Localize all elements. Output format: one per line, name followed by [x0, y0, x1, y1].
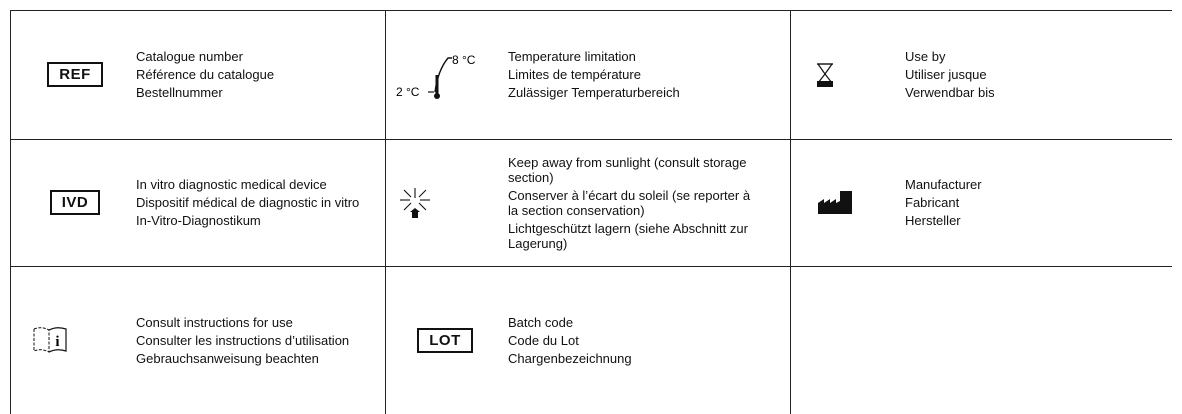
- text: Keep away from sunlight (consult storage…: [508, 139, 763, 266]
- line: Fabricant: [905, 195, 960, 210]
- manufacturer-icon: [818, 190, 852, 214]
- thermometer-icon: 2 °C 8 °C: [396, 53, 476, 99]
- lot-symbol: LOT: [417, 327, 473, 353]
- icon: [385, 139, 445, 266]
- line: Conserver à l’écart du soleil (se report…: [508, 187, 751, 218]
- line: Use by: [905, 49, 946, 64]
- text: Consult instructions for use Consulter l…: [136, 266, 376, 414]
- text: In vitro diagnostic medical device Dispo…: [136, 139, 376, 266]
- line: In vitro diagnostic medical device: [136, 177, 327, 192]
- line: Catalogue number: [136, 49, 243, 64]
- icon: LOT: [390, 266, 500, 414]
- line: Hersteller: [905, 213, 961, 228]
- svg-text:i: i: [55, 334, 59, 350]
- icon: i: [10, 266, 90, 414]
- line: Lichtgeschützt lagern (siehe Abschnitt z…: [508, 220, 748, 251]
- icon: 2 °C 8 °C: [390, 10, 500, 139]
- line: In-Vitro-Diagnostikum: [136, 213, 261, 228]
- line: Référence du catalogue: [136, 67, 275, 82]
- rule: [10, 10, 1172, 11]
- text: Manufacturer Fabricant Hersteller: [905, 139, 1165, 266]
- sunlight-icon: [400, 187, 430, 218]
- line: Limites de température: [508, 67, 641, 82]
- line: Verwendbar bis: [905, 85, 995, 100]
- line: Temperature limitation: [508, 49, 636, 64]
- line: Code du Lot: [508, 332, 579, 348]
- line: Consult instructions for use: [136, 314, 293, 330]
- line: Consulter les instructions d’utilisation: [136, 332, 350, 348]
- icon: IVD: [20, 139, 130, 266]
- line: Manufacturer: [905, 177, 982, 192]
- temp-low: 2 °C: [396, 85, 420, 99]
- line: Keep away from sunlight (consult storage…: [508, 154, 747, 185]
- icon: REF: [20, 10, 130, 139]
- icon: [795, 10, 855, 139]
- ref-symbol: REF: [47, 62, 103, 87]
- text: Temperature limitation Limites de tempér…: [508, 10, 783, 139]
- text: Use by Utiliser jusque Verwendbar bis: [905, 10, 1165, 139]
- rule: [385, 10, 386, 414]
- temp-high: 8 °C: [452, 53, 476, 67]
- line: Utiliser jusque: [905, 67, 987, 82]
- line: Dispositif médical de diagnostic in vitr…: [136, 195, 360, 210]
- instructions-icon: i: [33, 327, 67, 353]
- icon: [800, 139, 870, 266]
- rule: [10, 266, 1172, 267]
- line: Zulässiger Temperaturbereich: [508, 85, 680, 100]
- text: Catalogue number Référence du catalogue …: [136, 10, 376, 139]
- text: Batch code Code du Lot Chargenbezeichnun…: [508, 266, 783, 414]
- rule: [10, 139, 1172, 140]
- line: Batch code: [508, 314, 574, 330]
- rule: [10, 10, 11, 414]
- line: Chargenbezeichnung: [508, 350, 632, 366]
- ivd-symbol: IVD: [49, 190, 101, 215]
- rule: [790, 10, 791, 414]
- hourglass-icon: [817, 62, 833, 87]
- line: Gebrauchsanweisung beachten: [136, 350, 319, 366]
- line: Bestellnummer: [136, 85, 223, 100]
